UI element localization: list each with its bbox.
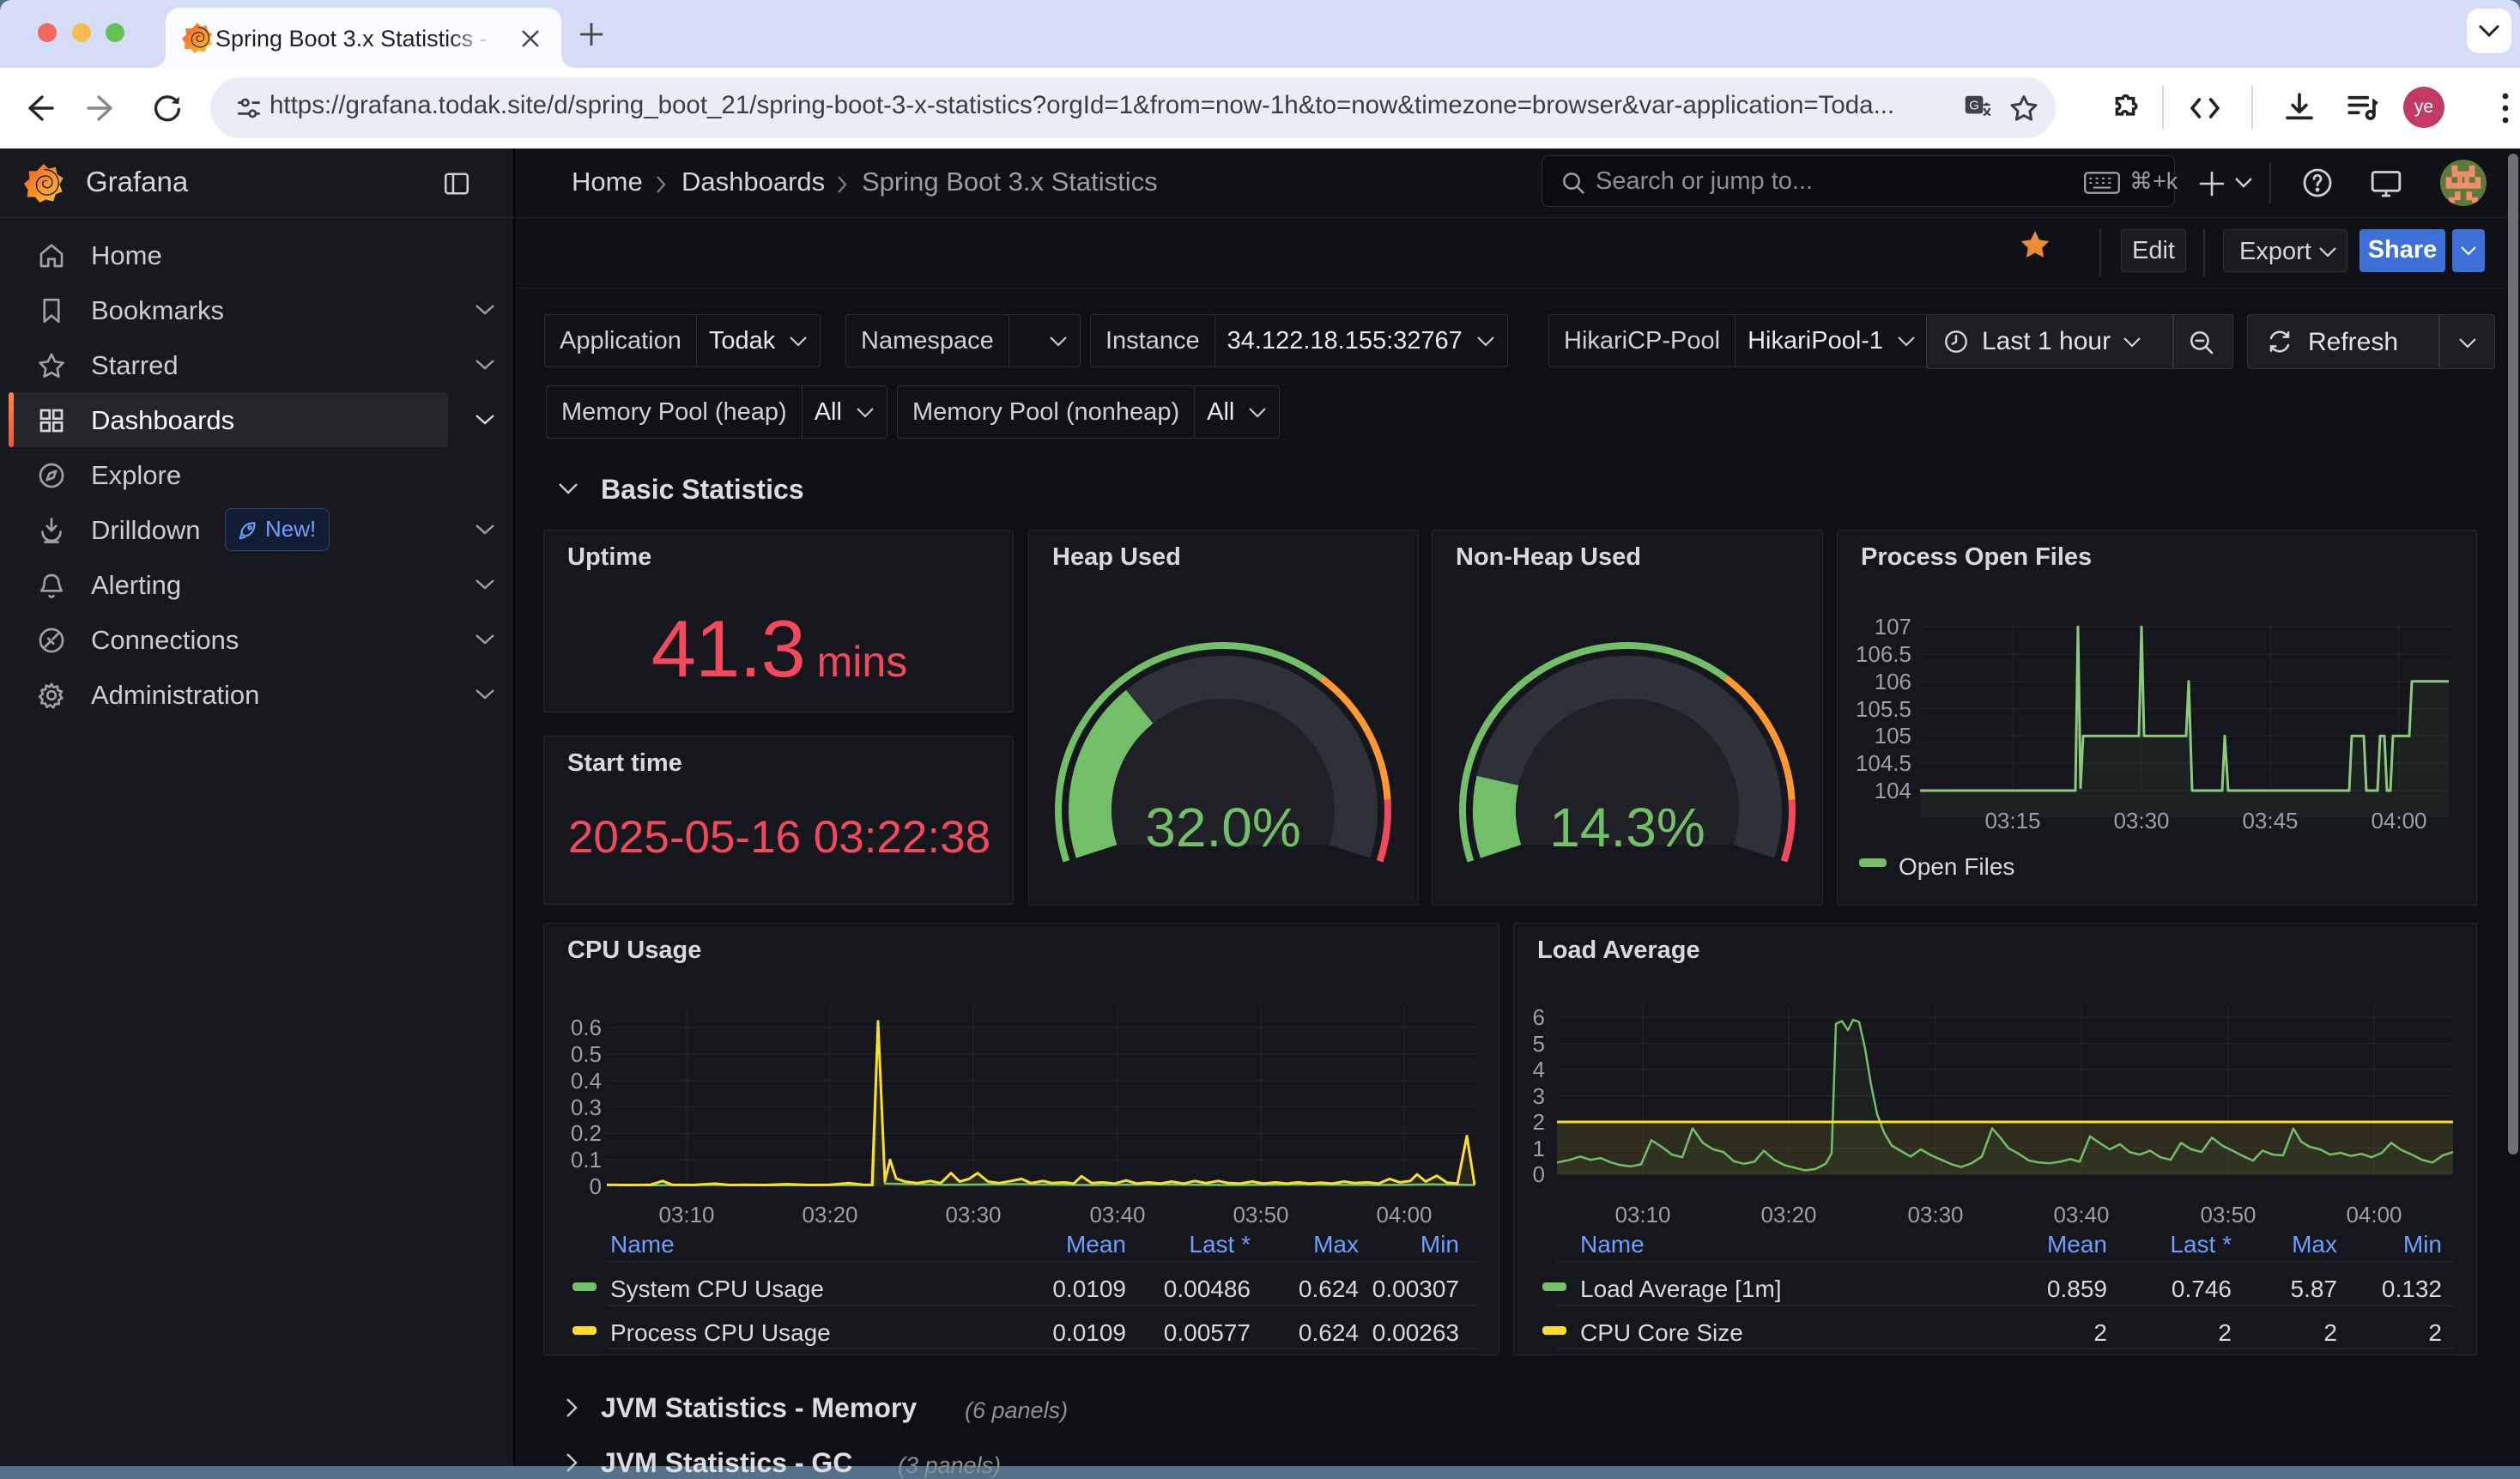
svg-text:04:00: 04:00 [1376, 1202, 1432, 1227]
svg-text:04:00: 04:00 [2346, 1202, 2402, 1227]
svg-text:Name: Name [1580, 1231, 1645, 1258]
svg-text:0.3: 0.3 [571, 1094, 602, 1120]
svg-text:2: 2 [2218, 1319, 2232, 1346]
svg-text:0.00307: 0.00307 [1372, 1276, 1459, 1302]
svg-text:03:30: 03:30 [2113, 808, 2169, 833]
svg-text:Mean: Mean [1066, 1231, 1126, 1258]
svg-text:Open Files: Open Files [1899, 853, 2014, 880]
svg-text:0.4: 0.4 [571, 1068, 602, 1094]
svg-text:04:00: 04:00 [2371, 808, 2426, 833]
svg-text:0.6: 0.6 [571, 1015, 602, 1040]
svg-text:0.746: 0.746 [2172, 1276, 2232, 1302]
svg-text:106: 106 [1875, 669, 1911, 694]
svg-text:4: 4 [1533, 1057, 1545, 1082]
svg-text:104: 104 [1875, 778, 1911, 803]
svg-text:Process CPU Usage: Process CPU Usage [610, 1319, 831, 1346]
svg-text:03:10: 03:10 [1614, 1202, 1670, 1227]
svg-text:5: 5 [1533, 1031, 1545, 1057]
svg-text:0.0109: 0.0109 [1052, 1319, 1126, 1346]
svg-text:3: 3 [1533, 1083, 1545, 1109]
svg-text:0.00486: 0.00486 [1164, 1276, 1251, 1302]
svg-text:Last *: Last * [2170, 1231, 2232, 1258]
svg-text:System CPU Usage: System CPU Usage [610, 1276, 824, 1302]
svg-text:0: 0 [590, 1173, 602, 1199]
svg-text:5.87: 5.87 [2291, 1276, 2338, 1302]
svg-text:Last *: Last * [1189, 1231, 1251, 1258]
svg-text:107: 107 [1875, 614, 1911, 639]
svg-text:2: 2 [2323, 1319, 2337, 1346]
svg-text:03:50: 03:50 [2200, 1202, 2256, 1227]
svg-text:0: 0 [1533, 1161, 1545, 1187]
svg-text:Mean: Mean [2047, 1231, 2107, 1258]
svg-text:6: 6 [1533, 1004, 1545, 1030]
svg-text:CPU Core Size: CPU Core Size [1580, 1319, 1743, 1346]
svg-text:2: 2 [2428, 1319, 2442, 1346]
svg-text:Load Average [1m]: Load Average [1m] [1580, 1276, 1782, 1302]
svg-text:2: 2 [1533, 1109, 1545, 1135]
svg-text:1: 1 [1533, 1136, 1545, 1161]
svg-text:Max: Max [1313, 1231, 1359, 1258]
svg-text:0.00577: 0.00577 [1164, 1319, 1251, 1346]
svg-text:03:30: 03:30 [1907, 1202, 1963, 1227]
svg-text:32.0%: 32.0% [1145, 797, 1300, 858]
svg-text:03:15: 03:15 [1984, 808, 2040, 833]
svg-text:106.5: 106.5 [1856, 641, 1911, 667]
svg-text:104.5: 104.5 [1856, 750, 1911, 776]
svg-text:03:40: 03:40 [1089, 1202, 1145, 1227]
svg-text:14.3%: 14.3% [1549, 797, 1705, 858]
svg-text:03:30: 03:30 [945, 1202, 1001, 1227]
svg-text:0.1: 0.1 [571, 1147, 602, 1173]
svg-text:2: 2 [2093, 1319, 2107, 1346]
svg-text:03:45: 03:45 [2242, 808, 2298, 833]
svg-text:Max: Max [2292, 1231, 2337, 1258]
svg-text:Name: Name [610, 1231, 675, 1258]
svg-text:G: G [1969, 98, 1979, 112]
svg-text:03:20: 03:20 [1760, 1202, 1816, 1227]
svg-text:03:40: 03:40 [2053, 1202, 2109, 1227]
svg-text:105.5: 105.5 [1856, 696, 1911, 722]
svg-text:0.624: 0.624 [1299, 1276, 1359, 1302]
svg-text:105: 105 [1875, 723, 1911, 749]
svg-text:0.132: 0.132 [2382, 1276, 2442, 1302]
svg-text:0.2: 0.2 [571, 1120, 602, 1146]
svg-text:03:10: 03:10 [658, 1202, 714, 1227]
svg-text:Min: Min [2403, 1231, 2442, 1258]
svg-text:0.00263: 0.00263 [1372, 1319, 1459, 1346]
svg-text:0.624: 0.624 [1299, 1319, 1359, 1346]
svg-text:Min: Min [1421, 1231, 1459, 1258]
svg-text:0.0109: 0.0109 [1052, 1276, 1126, 1302]
svg-text:0.859: 0.859 [2047, 1276, 2107, 1302]
svg-text:03:20: 03:20 [802, 1202, 857, 1227]
svg-text:0.5: 0.5 [571, 1041, 602, 1067]
svg-text:03:50: 03:50 [1233, 1202, 1288, 1227]
